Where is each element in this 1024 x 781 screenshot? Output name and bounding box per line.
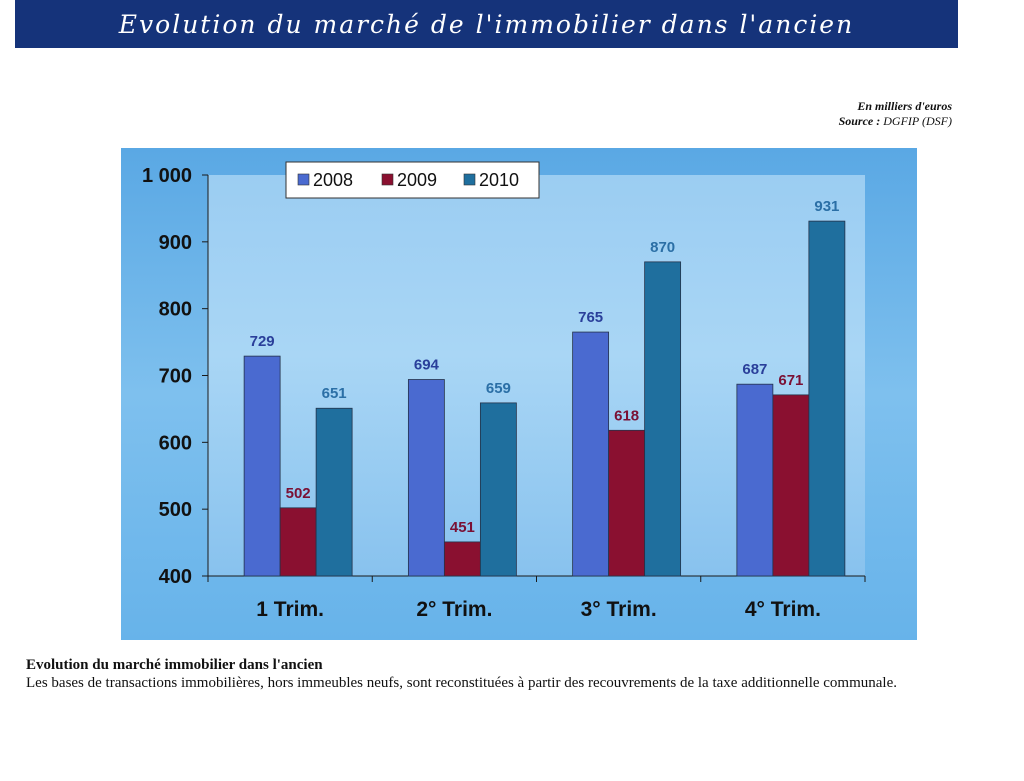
- data-label: 451: [450, 519, 475, 536]
- legend-label: 2008: [313, 170, 353, 190]
- data-label: 659: [486, 380, 511, 397]
- bar-2009: [279, 507, 317, 577]
- data-label: 687: [742, 361, 767, 378]
- bar-2010: [479, 402, 517, 577]
- y-tick-label: 400: [159, 566, 192, 588]
- y-tick-label: 800: [159, 299, 192, 321]
- page-title: Evolution du marché de l'immobilier dans…: [118, 9, 855, 39]
- x-tick-label: 1 Trim.: [256, 598, 324, 621]
- legend-box: [285, 161, 540, 199]
- legend-swatch-2009: [381, 173, 394, 186]
- legend-swatch-2010: [463, 173, 476, 186]
- bar-2009: [772, 394, 810, 577]
- legend-label: 2010: [479, 170, 519, 190]
- data-label: 931: [814, 198, 839, 215]
- legend-swatch-2008: [297, 173, 310, 186]
- unit-note: En milliers d'euros: [857, 99, 952, 113]
- source-value: DGFIP (DSF): [883, 114, 952, 128]
- y-tick-label: 700: [159, 366, 192, 388]
- data-label: 729: [250, 333, 275, 350]
- x-tick-label: 3° Trim.: [581, 598, 657, 621]
- chart-panel: 400 500 600 700 800 900 1 000 1 Trim. 2° Trim. 3°…: [121, 148, 917, 640]
- bar-2010: [315, 407, 353, 577]
- bar-2008: [572, 331, 610, 577]
- data-label: 870: [650, 239, 675, 256]
- bar-2010: [644, 261, 682, 577]
- caption-text: Les bases de transactions immobilières, …: [26, 675, 897, 691]
- y-tick-label: 1 000: [142, 165, 192, 187]
- bar-2009: [608, 429, 646, 577]
- data-label: 502: [286, 485, 311, 502]
- legend-label: 2009: [397, 170, 437, 190]
- y-tick-label: 900: [159, 232, 192, 254]
- caption-title: Evolution du marché immobilier dans l'an…: [26, 657, 323, 673]
- bar-2010: [808, 220, 846, 577]
- chart-meta: En milliers d'euros Source : DGFIP (DSF): [839, 99, 952, 129]
- page-title-banner: Evolution du marché de l'immobilier dans…: [15, 0, 958, 48]
- chart-caption: Evolution du marché immobilier dans l'an…: [26, 656, 976, 692]
- data-label: 765: [578, 309, 603, 326]
- bar-2008: [243, 355, 281, 577]
- x-tick-label: 2° Trim.: [416, 598, 492, 621]
- x-tick-label: 4° Trim.: [745, 598, 821, 621]
- source-note: Source : DGFIP (DSF): [839, 114, 952, 129]
- data-label: 651: [322, 385, 347, 402]
- y-tick-label: 600: [159, 432, 192, 454]
- data-label: 671: [778, 372, 803, 389]
- bar-2008: [736, 383, 774, 577]
- bar-2008: [407, 379, 445, 577]
- bar-chart: 400 500 600 700 800 900 1 000 1 Trim. 2° Trim. 3°…: [121, 148, 917, 640]
- y-tick-label: 500: [159, 499, 192, 521]
- data-label: 618: [614, 407, 639, 424]
- bar-2009: [443, 541, 481, 577]
- data-label: 694: [414, 357, 440, 374]
- source-label: Source :: [838, 114, 881, 128]
